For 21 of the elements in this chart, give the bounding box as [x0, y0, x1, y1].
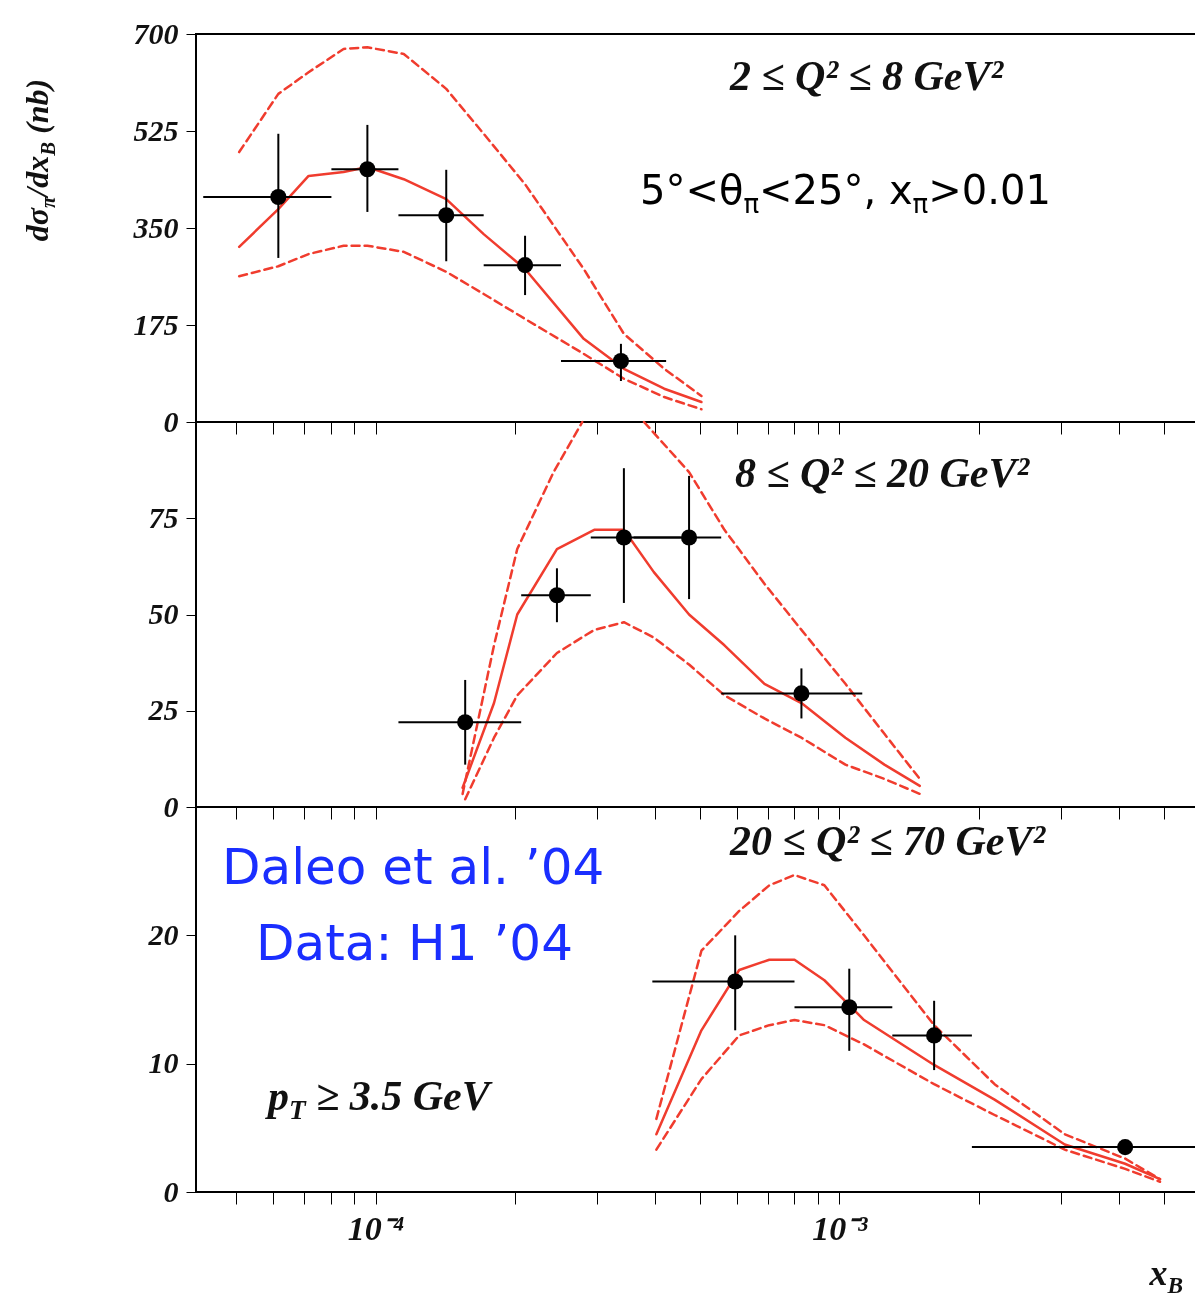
annotation: 2 ≤ Q² ≤ 8 GeV²	[730, 53, 1004, 99]
x-tick-label: 10⁻³	[812, 1209, 869, 1247]
y-tick-label: 350	[132, 210, 179, 244]
annotation: Data: H1 ’04	[256, 914, 573, 972]
annotation: 5°<θ$_{π}$<25°, x$_{π}$>0.01	[640, 167, 1051, 219]
y-tick-label: 10	[148, 1046, 179, 1080]
y-tick-label: 700	[133, 16, 179, 50]
annotation: Daleo et al. ’04	[222, 838, 605, 896]
y-tick-label: 75	[148, 500, 179, 534]
annotation: 8 ≤ Q² ≤ 20 GeV²	[735, 450, 1030, 496]
y-tick-label: 0	[163, 404, 179, 438]
x-axis-title: x$_{B}$	[1149, 1253, 1183, 1299]
annotation: 20 ≤ Q² ≤ 70 GeV²	[730, 818, 1046, 864]
y-tick-label: 50	[148, 597, 179, 630]
y-tick-label: 525	[133, 113, 179, 147]
y-tick-label: 20	[147, 917, 179, 951]
y-tick-label: 0	[163, 1174, 179, 1208]
x-tick-label: 10⁻⁴	[347, 1209, 405, 1247]
y-tick-label: 25	[147, 693, 179, 727]
y-tick-label: 0	[163, 789, 179, 823]
y-tick-label: 175	[133, 307, 179, 341]
